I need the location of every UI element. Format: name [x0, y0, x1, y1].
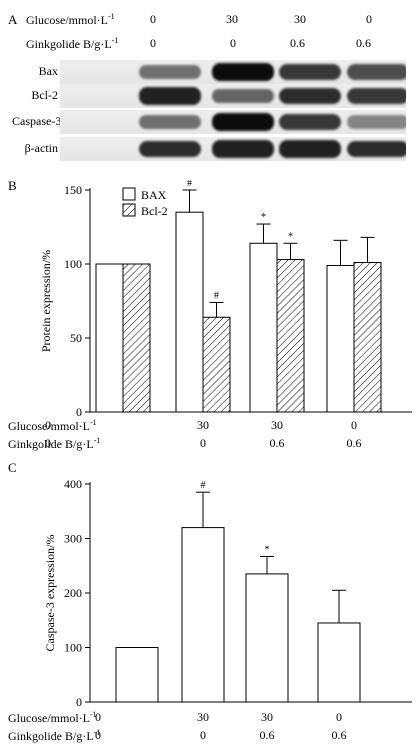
bar	[175, 211, 204, 413]
y-tick-label: 100	[64, 641, 82, 655]
panel-b-letter: B	[8, 178, 17, 193]
y-tick-label: 400	[64, 477, 82, 491]
bar	[202, 316, 231, 413]
y-tick-label: 0	[76, 695, 82, 709]
bar	[317, 622, 361, 703]
y-axis-label: Caspase-3 expression/%	[43, 535, 57, 652]
x-row-value: 0.6	[269, 436, 285, 450]
bar	[276, 259, 305, 413]
y-tick-label: 100	[64, 257, 82, 271]
bar	[353, 262, 382, 413]
x-row-value: 0	[45, 436, 51, 450]
x-row-value: 0	[200, 436, 206, 450]
blot-band	[279, 87, 341, 105]
x-row-value: 0	[351, 418, 357, 432]
blot-band	[139, 87, 201, 105]
blot-band	[139, 140, 201, 158]
x-row-value: 30	[271, 418, 283, 432]
bar	[122, 263, 151, 413]
y-tick-label: 0	[76, 405, 82, 419]
bar	[115, 647, 159, 703]
protein-expression-chart: 0 50 100 150 Protein expression/% # * # * BAX Bcl-…	[39, 180, 412, 419]
x-row-value: 30	[261, 710, 273, 724]
legend-swatch	[122, 187, 136, 201]
x-row-value: 0	[95, 710, 101, 724]
panel-a-ginkgolide-value: 0.6	[356, 36, 371, 50]
significance-mark: *	[288, 231, 293, 242]
panel-a-ginkgolide-label: Ginkgolide B/g·L-1	[26, 36, 119, 51]
y-tick-label: 300	[64, 532, 82, 546]
panel-a-ginkgolide-value: 0	[230, 36, 236, 50]
blot-band	[347, 64, 406, 80]
panel-a-glucose-value: 30	[226, 12, 238, 26]
caspase-3-expression-chart: 0 100 200 300 400 Caspase-3 expression/% # *	[43, 477, 412, 709]
blot-band	[212, 140, 274, 158]
panel-a-letter: A	[8, 12, 18, 27]
blot-band	[139, 64, 201, 80]
significance-mark: *	[261, 212, 266, 223]
panel-c-letter: C	[8, 460, 17, 475]
panel-a-glucose-value: 0	[366, 12, 372, 26]
x-row-label: Ginkgolide B/g·L-1	[8, 436, 101, 451]
blot-label: β-actin	[24, 141, 58, 155]
x-row-value: 0	[95, 728, 101, 742]
x-row-value: 0.6	[259, 728, 275, 742]
x-row-label: Ginkgolide B/g·L-1	[8, 728, 101, 743]
blot-band	[212, 113, 274, 131]
blot-row	[60, 110, 406, 134]
panel-a-ginkgolide-value: 0.6	[290, 36, 305, 50]
blot-row	[60, 84, 406, 108]
blot-row	[60, 60, 406, 84]
x-row-value: 0	[45, 418, 51, 432]
y-tick-label: 150	[64, 183, 82, 197]
significance-mark: *	[265, 544, 270, 555]
blot-band	[279, 140, 341, 158]
x-row-label: Glucose/mmol·L-1	[8, 710, 97, 725]
blot-band	[212, 88, 274, 104]
bar	[326, 264, 355, 413]
panel-a-glucose-value: 0	[150, 12, 156, 26]
x-row-value: 30	[197, 418, 209, 432]
bar	[95, 263, 124, 413]
bar	[245, 573, 289, 703]
blot-band	[347, 140, 406, 158]
panel-a-glucose-value: 30	[294, 12, 306, 26]
significance-mark: #	[214, 290, 219, 301]
blot-label: Caspase-3	[12, 114, 62, 128]
legend-label: Bcl-2	[141, 204, 168, 218]
blot-band	[347, 87, 406, 105]
legend-swatch	[122, 203, 136, 217]
x-row-value: 0	[200, 728, 206, 742]
panel-a-ginkgolide-value: 0	[150, 36, 156, 50]
significance-mark: #	[187, 180, 192, 189]
x-row-value: 0.6	[331, 728, 347, 742]
x-row-value: 30	[197, 710, 209, 724]
x-row-value: 0.6	[346, 436, 362, 450]
blot-band	[347, 115, 406, 129]
bar	[181, 527, 225, 703]
bar	[249, 242, 278, 413]
blot-band	[212, 63, 274, 81]
x-row-label: Glucose/mmol·L-1	[8, 418, 97, 433]
x-row-value: 0	[336, 710, 342, 724]
panel-a-glucose-label: Glucose/mmol·L-1	[26, 12, 115, 27]
blot-label: Bax	[38, 64, 58, 78]
blot-band	[139, 114, 201, 130]
blot-row	[60, 137, 406, 161]
y-tick-label: 200	[64, 586, 82, 600]
significance-mark: #	[201, 480, 206, 491]
legend-label: BAX	[141, 188, 167, 202]
blot-band	[279, 113, 341, 131]
y-tick-label: 50	[70, 331, 82, 345]
blot-label: Bcl-2	[31, 88, 58, 102]
blot-band	[279, 63, 341, 81]
y-axis-label: Protein expression/%	[39, 250, 53, 352]
